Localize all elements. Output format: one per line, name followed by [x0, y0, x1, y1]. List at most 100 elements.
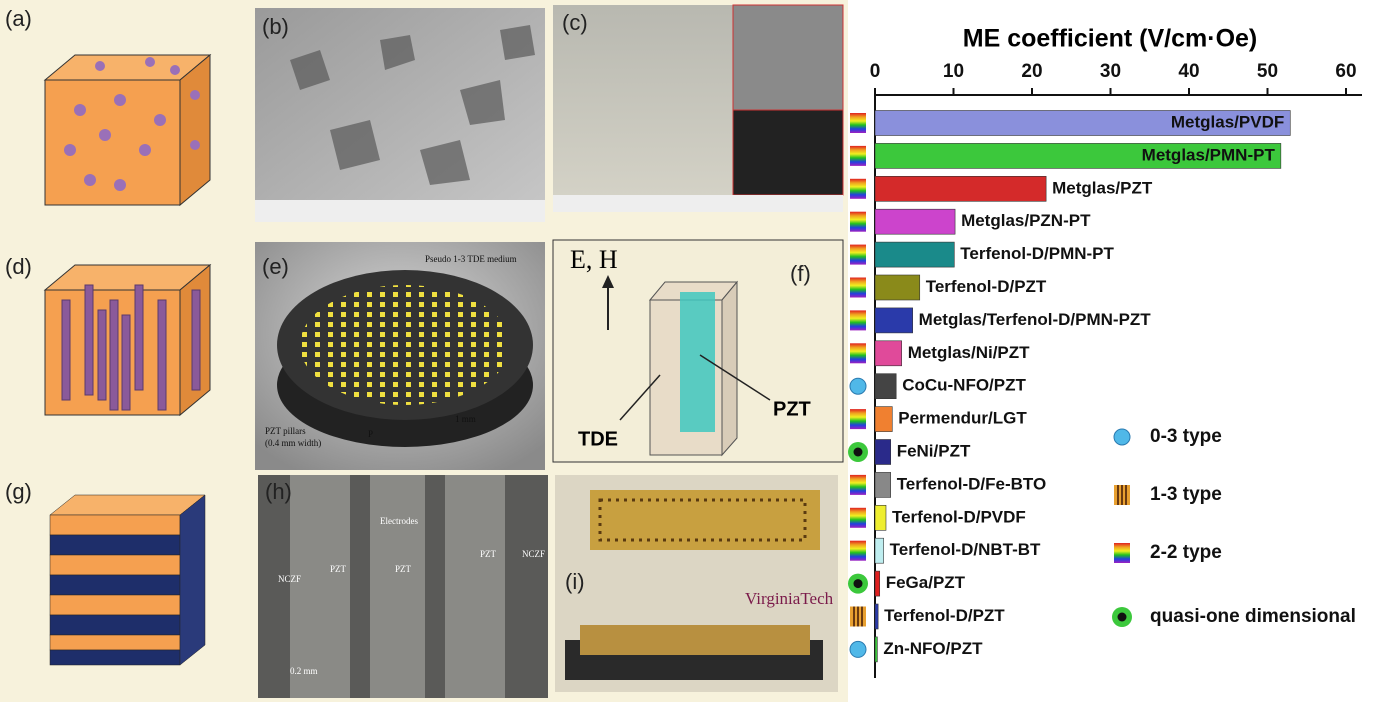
panel-label: (d): [5, 254, 32, 279]
icon-2-2: [850, 474, 866, 495]
icon-2-2: [850, 277, 866, 298]
icon-stripe: [1125, 485, 1127, 505]
bar-label: Metglas/Terfenol-D/PMN-PZT: [919, 310, 1152, 329]
bar-label: Permendur/LGT: [898, 409, 1027, 428]
bar: [874, 537, 884, 564]
x-tick-label: 40: [1178, 61, 1199, 82]
annotation: P: [368, 429, 373, 439]
icon-0-3: [1113, 428, 1131, 446]
icon-2-2: [850, 145, 866, 166]
annotation: 0.2 mm: [290, 666, 318, 676]
sem-image-b: [255, 8, 545, 222]
category-type-icon: [850, 113, 866, 133]
category-type-icon: [850, 178, 866, 199]
legend-icon: [1113, 428, 1131, 446]
category-type-icon: [850, 244, 866, 265]
icon-quasi-core: [853, 579, 863, 589]
annotation: 1 mm: [455, 414, 476, 424]
legend-label: quasi-one dimensional: [1150, 606, 1356, 627]
x-tick-label: 60: [1335, 61, 1356, 82]
icon-stripe: [857, 606, 859, 627]
panel-label: (h): [265, 479, 292, 504]
icon-2-2: [1114, 543, 1130, 563]
panel-label: (f): [790, 261, 811, 286]
legend-icon: [1114, 485, 1130, 505]
annotation: PZT: [395, 564, 412, 574]
icon-2-2: [850, 310, 866, 331]
panel-label: (g): [5, 479, 32, 504]
render-e: Pseudo 1-3 TDE medium PZT pillars (0.4 m…: [255, 242, 545, 470]
bar: [874, 406, 893, 432]
bar: [874, 110, 1291, 136]
bar-label: Metglas/PZT: [1052, 178, 1153, 197]
panel-label: (e): [262, 254, 289, 279]
bar-label: Metglas/Ni/PZT: [908, 343, 1030, 362]
bar: [874, 504, 887, 531]
x-tick-label: 0: [870, 61, 881, 82]
bar: [874, 143, 1282, 169]
bar-label: Terfenol-D/PMN-PT: [960, 244, 1114, 263]
bar: [874, 241, 955, 268]
bar: [874, 439, 891, 465]
bar: [874, 570, 881, 597]
bar-label: Metglas/PVDF: [1171, 112, 1284, 131]
annotation: PZT pillars: [265, 426, 306, 436]
bar: [874, 176, 1047, 202]
icon-2-2: [850, 113, 866, 133]
x-tick-label: 20: [1021, 61, 1042, 82]
legend-icon: [1112, 607, 1132, 627]
cube-2-2: [49, 494, 206, 666]
category-type-icon: [848, 573, 868, 594]
icon-2-2: [850, 540, 866, 561]
category-type-icon: [850, 211, 866, 232]
category-type-icon: [849, 640, 867, 658]
category-type-icon: [850, 540, 866, 561]
legend-label: 2-2 type: [1150, 542, 1222, 563]
category-type-icon: [850, 343, 866, 364]
panel-label: (a): [5, 6, 32, 31]
bar-label: CoCu-NFO/PZT: [902, 376, 1026, 395]
bar-label: Metglas/PZN-PT: [961, 211, 1091, 230]
annotation: PZT: [480, 549, 497, 559]
category-type-icon: [850, 277, 866, 298]
bar: [874, 208, 956, 235]
cube-0-3: [43, 53, 212, 207]
category-type-icon: [849, 377, 867, 395]
panel-label: (b): [262, 14, 289, 39]
annotation: E, H: [570, 245, 618, 274]
category-type-icon: [850, 474, 866, 495]
sem-image-c: [553, 4, 844, 212]
bar-label: Metglas/PMN-PT: [1142, 145, 1276, 164]
bar: [874, 307, 913, 334]
bar: [874, 603, 879, 630]
diagram-f: E, H TDE PZT: [552, 239, 844, 463]
icon-2-2: [850, 409, 866, 430]
bar: [874, 472, 891, 498]
bar: [874, 340, 902, 367]
annotation: PZT: [330, 564, 347, 574]
annotation: TDE: [578, 428, 618, 450]
bar-label: Terfenol-D/NBT-BT: [890, 540, 1041, 559]
icon-0-3: [849, 377, 867, 395]
photo-i: VirginiaTech: [555, 475, 838, 692]
bar: [874, 274, 921, 301]
panel-label: (i): [565, 569, 585, 594]
icon-stripe: [1121, 485, 1123, 505]
category-type-icon: [850, 409, 866, 430]
bar-label: FeGa/PZT: [886, 573, 966, 592]
icon-0-3: [849, 640, 867, 658]
icon-2-2: [850, 343, 866, 364]
icon-2-2: [850, 244, 866, 265]
annotation: VirginiaTech: [745, 589, 834, 608]
bar-label: Terfenol-D/PVDF: [892, 507, 1026, 526]
annotation: PZT: [773, 398, 811, 420]
icon-stripe: [861, 606, 863, 627]
chart-title: ME coefficient (V/cm·Oe): [963, 25, 1258, 53]
micrograph-h: Electrodes NCZF PZT PZT PZT NCZF 0.2 mm: [258, 475, 548, 698]
annotation: NCZF: [522, 549, 545, 559]
category-type-icon: [850, 606, 866, 627]
bar-label: Zn-NFO/PZT: [883, 639, 983, 658]
icon-2-2: [850, 178, 866, 199]
icon-stripe: [1117, 485, 1119, 505]
annotation: NCZF: [278, 574, 301, 584]
